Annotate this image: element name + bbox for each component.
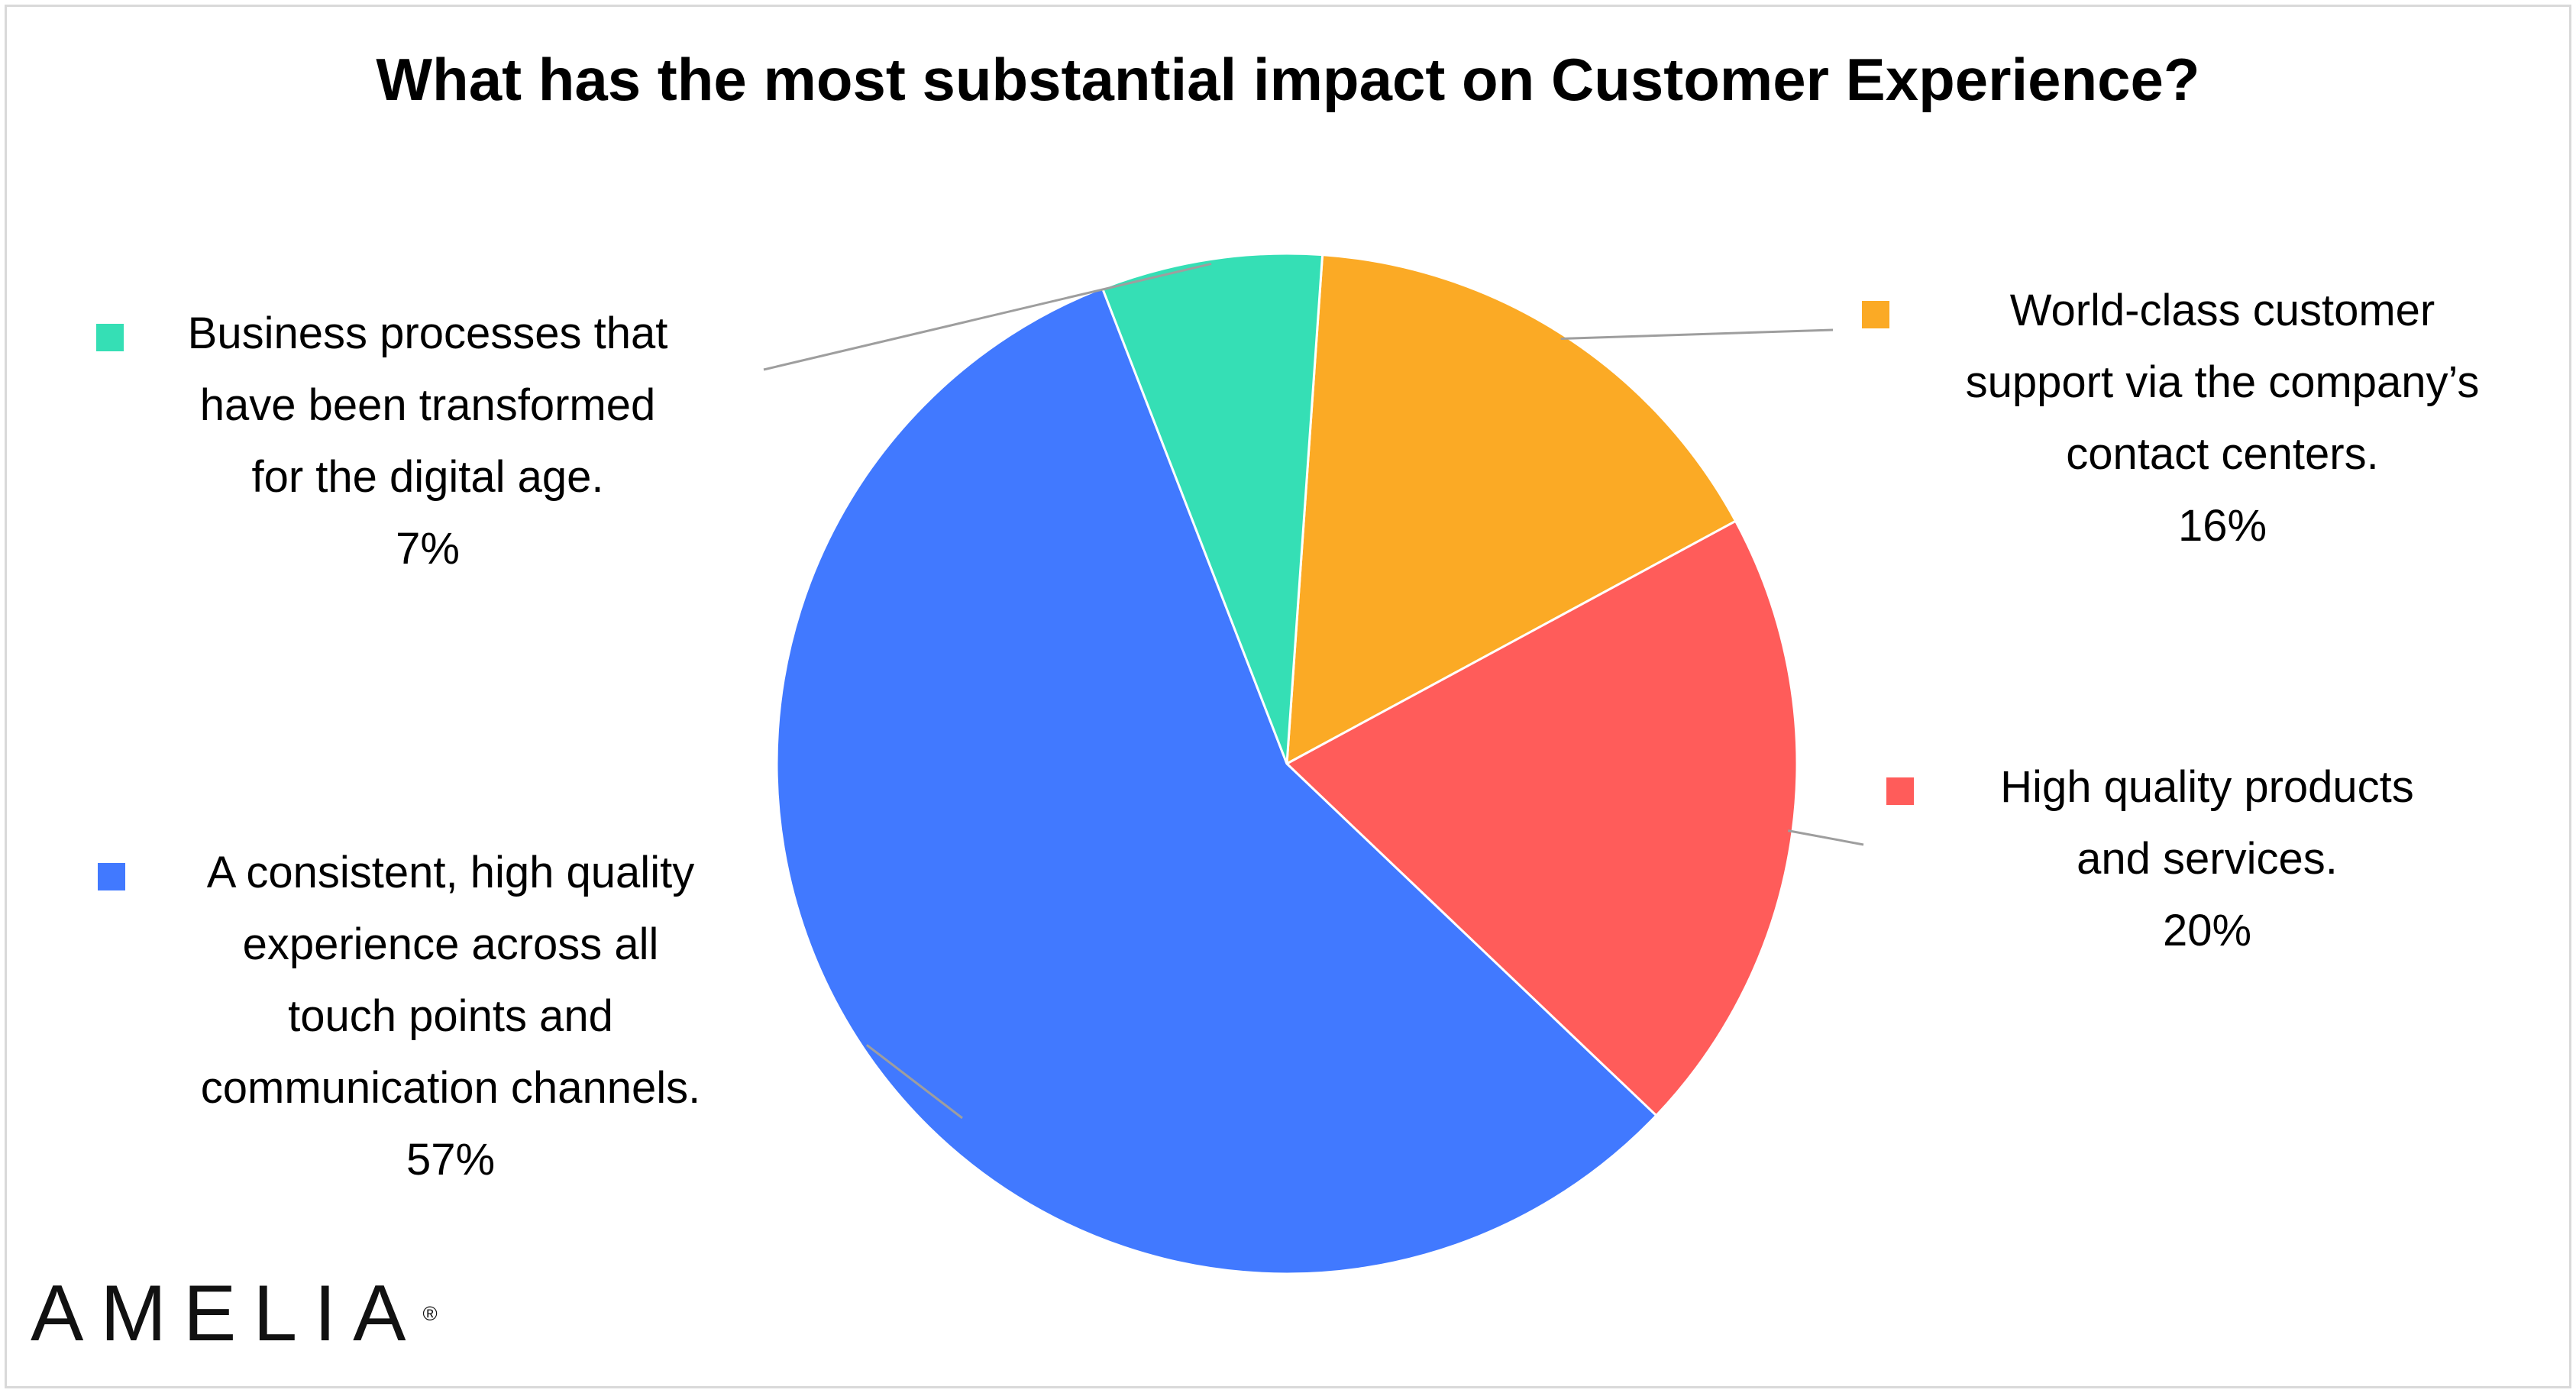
chart-title: What has the most substantial impact on …: [376, 46, 2200, 113]
legend-label-products: High quality products and services.: [2000, 762, 2414, 884]
legend-value-products: 20%: [2162, 906, 2252, 955]
legend-value-processes: 7%: [396, 524, 460, 574]
legend-value-experience: 57%: [406, 1135, 496, 1185]
legend-label-support: World-class customer support via the com…: [1965, 286, 2480, 479]
legend-swatch-processes: [96, 324, 124, 351]
leader-line-processes: [763, 262, 1212, 371]
leader-line-products: [1787, 829, 1864, 846]
chart-border: [5, 5, 2571, 1388]
registered-mark: ®: [422, 1302, 438, 1325]
pie-slice-support: [1285, 253, 1737, 766]
pie-slice-processes: [1101, 252, 1324, 764]
legend-swatch-support: [1862, 301, 1889, 328]
amelia-logo: AMELIA®: [31, 1268, 438, 1359]
legend-label-processes: Business processes that have been transf…: [187, 309, 668, 502]
pie-slice-experience: [775, 286, 1658, 1275]
legend-item-products: High quality products and services. 20%: [1879, 751, 2536, 967]
legend-value-support: 16%: [2177, 501, 2267, 551]
legend-item-processes: Business processes that have been transf…: [84, 298, 771, 585]
legend-swatch-experience: [98, 863, 125, 890]
leader-line-experience: [865, 1044, 963, 1120]
legend-item-support: World-class customer support via the com…: [1856, 275, 2576, 562]
brand-name: AMELIA: [31, 1269, 423, 1358]
legend-swatch-products: [1886, 777, 1914, 805]
leader-line-support: [1560, 328, 1834, 340]
legend-label-experience: A consistent, high quality experience ac…: [200, 848, 701, 1113]
legend-item-experience: A consistent, high quality experience ac…: [92, 837, 810, 1196]
